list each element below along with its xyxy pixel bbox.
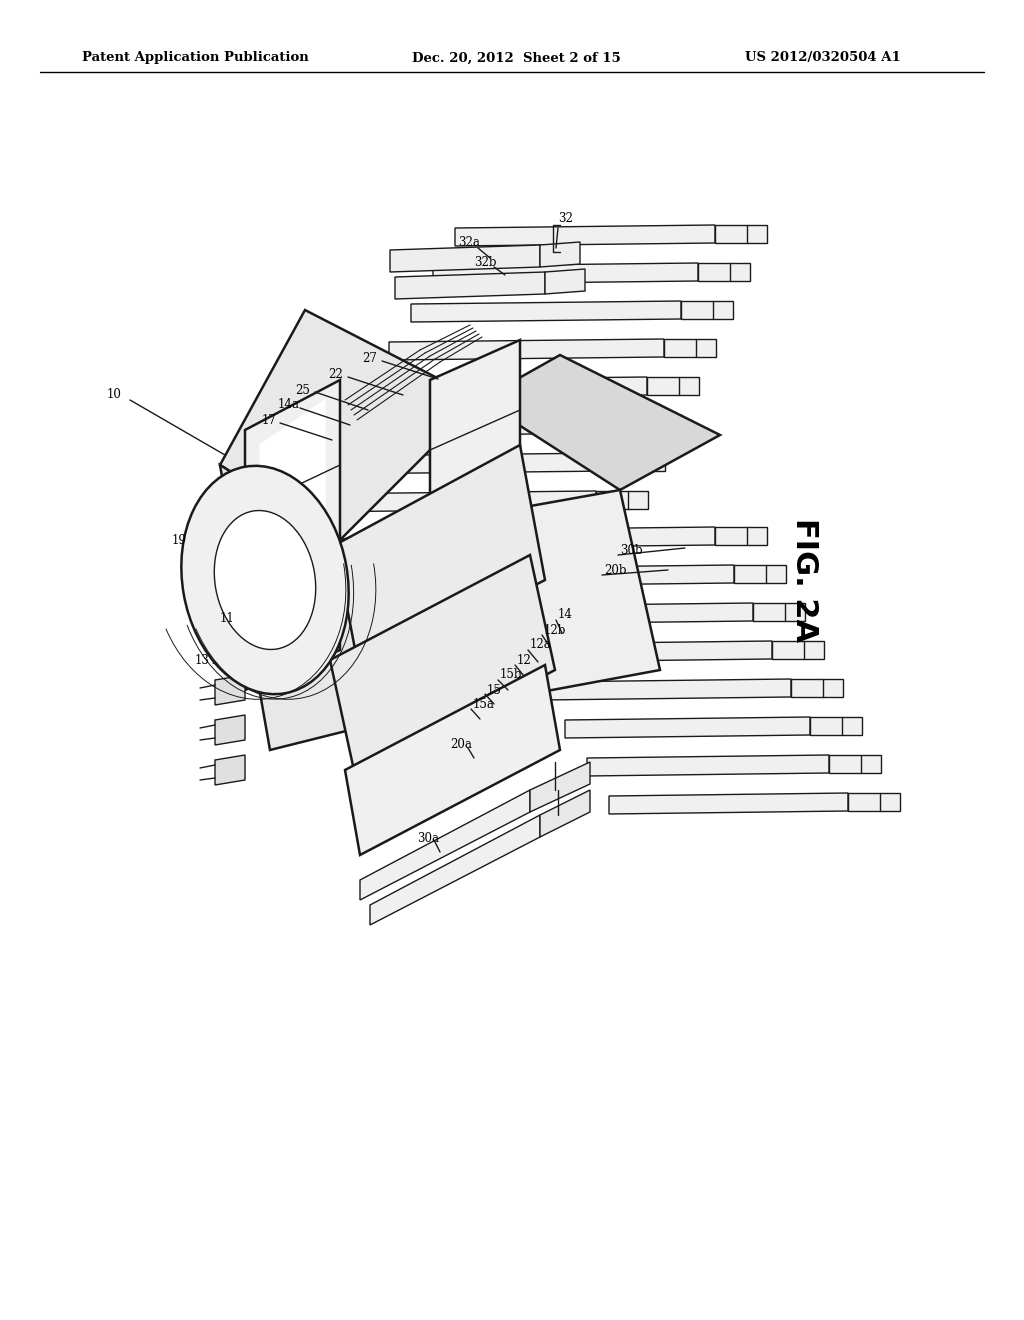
Polygon shape	[323, 453, 613, 474]
Text: 12b: 12b	[544, 623, 566, 636]
Polygon shape	[734, 565, 786, 583]
Polygon shape	[753, 603, 805, 620]
Polygon shape	[455, 527, 715, 548]
Text: Patent Application Publication: Patent Application Publication	[82, 51, 309, 65]
Polygon shape	[829, 755, 881, 774]
Text: 30b: 30b	[620, 544, 643, 557]
Polygon shape	[647, 378, 699, 395]
Polygon shape	[340, 490, 660, 719]
Polygon shape	[480, 355, 720, 490]
Polygon shape	[715, 224, 767, 243]
Polygon shape	[411, 301, 681, 322]
Polygon shape	[848, 793, 900, 810]
Polygon shape	[345, 414, 630, 436]
Text: 32b: 32b	[474, 256, 497, 268]
Ellipse shape	[181, 466, 348, 694]
Text: 15: 15	[487, 684, 502, 697]
Polygon shape	[350, 459, 530, 665]
Text: 27: 27	[362, 351, 377, 364]
Polygon shape	[715, 527, 767, 545]
Text: 20a: 20a	[450, 738, 472, 751]
Polygon shape	[370, 814, 540, 925]
Polygon shape	[698, 263, 750, 281]
Polygon shape	[215, 675, 245, 705]
Polygon shape	[301, 491, 596, 512]
Polygon shape	[215, 755, 245, 785]
Polygon shape	[664, 339, 716, 356]
Polygon shape	[613, 453, 665, 471]
Text: 32a: 32a	[458, 235, 480, 248]
Polygon shape	[477, 565, 734, 586]
Polygon shape	[345, 665, 560, 855]
Polygon shape	[430, 341, 520, 624]
Polygon shape	[395, 272, 545, 300]
Polygon shape	[330, 554, 555, 775]
Text: 15a: 15a	[473, 698, 495, 711]
Polygon shape	[521, 642, 772, 663]
Polygon shape	[367, 378, 647, 399]
Text: FIG. 2A: FIG. 2A	[790, 517, 819, 642]
Polygon shape	[791, 678, 843, 697]
Polygon shape	[630, 414, 682, 433]
Text: 14: 14	[558, 609, 572, 622]
Polygon shape	[220, 310, 480, 540]
Text: 32: 32	[558, 211, 572, 224]
Polygon shape	[609, 793, 848, 814]
Polygon shape	[540, 242, 580, 267]
Polygon shape	[360, 789, 530, 900]
Polygon shape	[681, 301, 733, 319]
Polygon shape	[433, 263, 698, 284]
Text: US 2012/0320504 A1: US 2012/0320504 A1	[745, 51, 901, 65]
Polygon shape	[587, 755, 829, 776]
Polygon shape	[389, 339, 664, 360]
Text: 14a: 14a	[278, 399, 300, 412]
Text: 15b: 15b	[500, 668, 522, 681]
Text: 30a: 30a	[417, 832, 439, 845]
Text: 19: 19	[172, 533, 186, 546]
Polygon shape	[543, 678, 791, 700]
Ellipse shape	[214, 511, 315, 649]
Polygon shape	[499, 603, 753, 624]
Text: 20b: 20b	[604, 564, 627, 577]
Polygon shape	[455, 224, 715, 246]
Polygon shape	[390, 246, 540, 272]
Text: 12a: 12a	[530, 639, 552, 652]
Polygon shape	[245, 380, 340, 690]
Text: 10: 10	[106, 388, 122, 401]
Polygon shape	[215, 715, 245, 744]
Polygon shape	[596, 491, 648, 510]
Polygon shape	[260, 400, 325, 680]
Polygon shape	[540, 789, 590, 837]
Text: 13: 13	[195, 653, 210, 667]
Polygon shape	[565, 717, 810, 738]
Polygon shape	[810, 717, 862, 735]
Polygon shape	[220, 465, 390, 750]
Text: 12: 12	[517, 653, 531, 667]
Text: 22: 22	[328, 367, 343, 380]
Text: 25: 25	[295, 384, 310, 396]
Polygon shape	[530, 762, 590, 812]
Text: Dec. 20, 2012  Sheet 2 of 15: Dec. 20, 2012 Sheet 2 of 15	[412, 51, 621, 65]
Polygon shape	[335, 445, 545, 675]
Text: 17: 17	[262, 413, 276, 426]
Polygon shape	[772, 642, 824, 659]
Text: 11: 11	[220, 611, 234, 624]
Polygon shape	[545, 269, 585, 294]
